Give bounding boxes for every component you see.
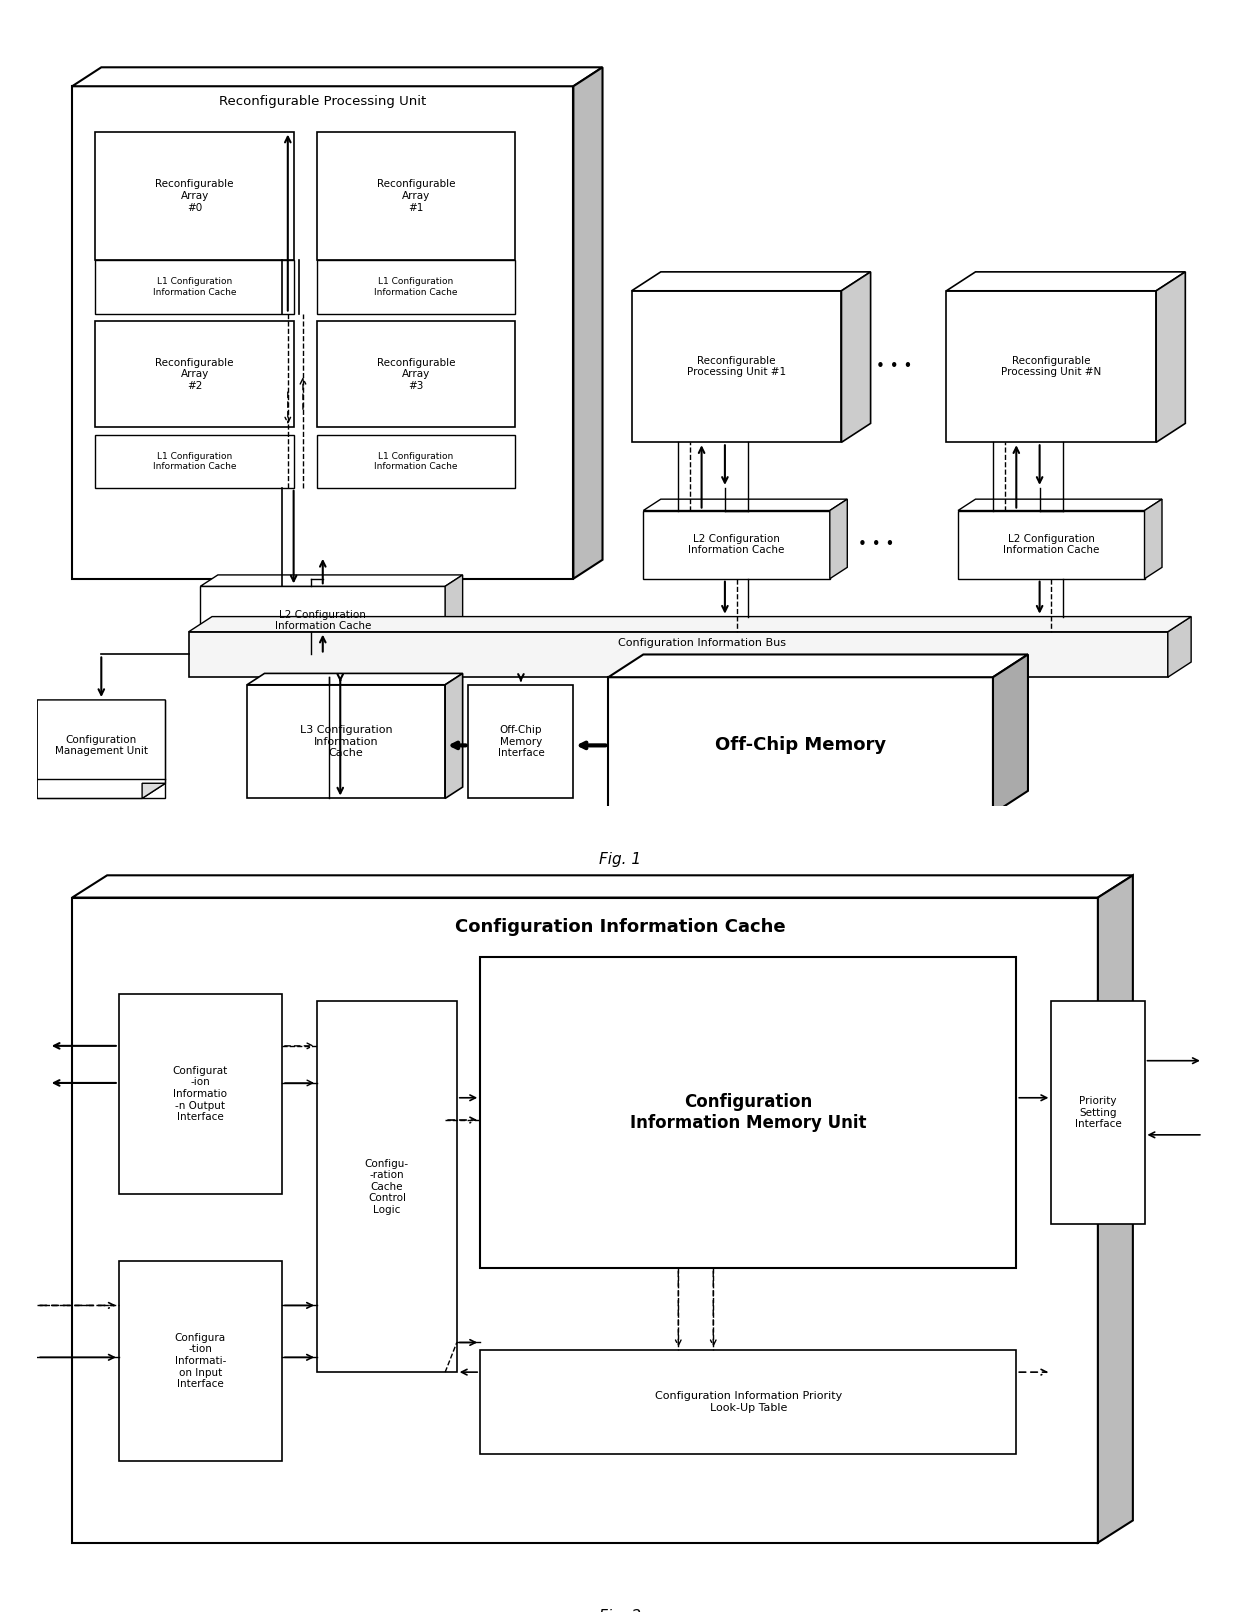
Bar bbox=[95, 132, 294, 261]
Bar bbox=[317, 321, 515, 427]
Bar bbox=[119, 1261, 281, 1460]
Text: Off-Chip
Memory
Interface: Off-Chip Memory Interface bbox=[497, 725, 544, 758]
Polygon shape bbox=[959, 500, 1162, 511]
Polygon shape bbox=[72, 875, 1133, 898]
Polygon shape bbox=[247, 674, 463, 685]
Bar bbox=[317, 435, 515, 488]
Bar bbox=[644, 511, 830, 579]
Bar bbox=[119, 995, 281, 1194]
Text: Configuration
Information Memory Unit: Configuration Information Memory Unit bbox=[630, 1093, 867, 1132]
Text: Configuration Information Priority
Look-Up Table: Configuration Information Priority Look-… bbox=[655, 1391, 842, 1412]
Bar bbox=[95, 435, 294, 488]
Text: L1 Configuration
Information Cache: L1 Configuration Information Cache bbox=[153, 451, 237, 471]
Text: Reconfigurable Processing Unit: Reconfigurable Processing Unit bbox=[219, 95, 427, 108]
Bar bbox=[1052, 1001, 1145, 1224]
Polygon shape bbox=[946, 272, 1185, 290]
Text: Configurat
-ion
Informatio
-n Output
Interface: Configurat -ion Informatio -n Output Int… bbox=[172, 1066, 228, 1122]
Bar bbox=[317, 132, 515, 261]
Text: Reconfigurable
Array
#2: Reconfigurable Array #2 bbox=[155, 358, 234, 390]
Bar bbox=[609, 677, 993, 814]
Text: L2 Configuration
Information Cache: L2 Configuration Information Cache bbox=[274, 609, 371, 632]
Bar bbox=[95, 261, 294, 314]
Text: Reconfigurable
Array
#3: Reconfigurable Array #3 bbox=[377, 358, 455, 390]
Text: L1 Configuration
Information Cache: L1 Configuration Information Cache bbox=[153, 277, 237, 297]
Text: Priority
Setting
Interface: Priority Setting Interface bbox=[1075, 1096, 1121, 1128]
Polygon shape bbox=[842, 272, 870, 442]
Text: L3 Configuration
Information
Cache: L3 Configuration Information Cache bbox=[300, 725, 392, 758]
Text: Off-Chip Memory: Off-Chip Memory bbox=[715, 737, 887, 754]
Polygon shape bbox=[445, 575, 463, 654]
Polygon shape bbox=[993, 654, 1028, 814]
Text: L2 Configuration
Information Cache: L2 Configuration Information Cache bbox=[688, 534, 785, 556]
Polygon shape bbox=[445, 674, 463, 798]
Text: Configuration Information Bus: Configuration Information Bus bbox=[618, 638, 786, 648]
Bar bbox=[72, 87, 573, 579]
Text: Configuration
Management Unit: Configuration Management Unit bbox=[55, 735, 148, 756]
Polygon shape bbox=[1156, 272, 1185, 442]
Text: Reconfigurable
Processing Unit #N: Reconfigurable Processing Unit #N bbox=[1001, 356, 1101, 377]
Text: Fig. 2: Fig. 2 bbox=[599, 1609, 641, 1612]
Polygon shape bbox=[609, 654, 1028, 677]
Text: L1 Configuration
Information Cache: L1 Configuration Information Cache bbox=[374, 451, 458, 471]
Polygon shape bbox=[1097, 875, 1133, 1543]
Polygon shape bbox=[1168, 617, 1192, 677]
Bar bbox=[469, 685, 573, 798]
Bar bbox=[201, 587, 445, 654]
Polygon shape bbox=[72, 68, 603, 87]
Bar bbox=[317, 1001, 456, 1372]
Polygon shape bbox=[830, 500, 847, 579]
Bar bbox=[480, 1349, 1017, 1454]
Text: • • •: • • • bbox=[858, 537, 894, 553]
Polygon shape bbox=[631, 272, 870, 290]
Polygon shape bbox=[1145, 500, 1162, 579]
Text: • • •: • • • bbox=[875, 359, 913, 374]
Text: Configura
-tion
Informati-
on Input
Interface: Configura -tion Informati- on Input Inte… bbox=[175, 1333, 226, 1390]
Bar bbox=[247, 685, 445, 798]
Text: Configu-
-ration
Cache
Control
Logic: Configu- -ration Cache Control Logic bbox=[365, 1159, 409, 1215]
Polygon shape bbox=[201, 575, 463, 587]
Bar bbox=[188, 632, 1168, 677]
Polygon shape bbox=[573, 68, 603, 579]
Text: Fig. 1: Fig. 1 bbox=[599, 851, 641, 867]
Text: Reconfigurable
Processing Unit #1: Reconfigurable Processing Unit #1 bbox=[687, 356, 786, 377]
Text: Reconfigurable
Array
#0: Reconfigurable Array #0 bbox=[155, 179, 234, 213]
Bar bbox=[959, 511, 1145, 579]
Text: Configuration Information Cache: Configuration Information Cache bbox=[455, 919, 785, 937]
Bar bbox=[480, 958, 1017, 1269]
Bar bbox=[95, 321, 294, 427]
Polygon shape bbox=[143, 783, 165, 798]
Text: Reconfigurable
Array
#1: Reconfigurable Array #1 bbox=[377, 179, 455, 213]
Polygon shape bbox=[188, 617, 1192, 632]
Bar bbox=[37, 700, 165, 798]
Polygon shape bbox=[37, 700, 165, 798]
Polygon shape bbox=[644, 500, 847, 511]
Bar bbox=[317, 261, 515, 314]
Text: L2 Configuration
Information Cache: L2 Configuration Information Cache bbox=[1003, 534, 1100, 556]
Text: L1 Configuration
Information Cache: L1 Configuration Information Cache bbox=[374, 277, 458, 297]
Bar bbox=[946, 290, 1156, 442]
Bar bbox=[631, 290, 842, 442]
Bar bbox=[72, 898, 1097, 1543]
